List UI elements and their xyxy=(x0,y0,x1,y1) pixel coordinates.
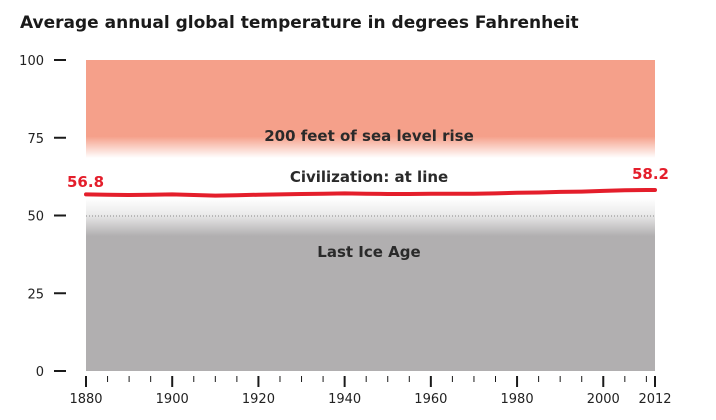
data-label-start: 56.8 xyxy=(67,173,104,191)
x-tick-label: 1940 xyxy=(328,392,361,407)
x-tick-label: 1900 xyxy=(156,392,189,407)
x-tick-label: 1880 xyxy=(69,392,102,407)
chart-title: Average annual global temperature in deg… xyxy=(20,13,579,33)
data-label-end: 58.2 xyxy=(632,165,669,183)
band-label-civilization: Civilization: at line xyxy=(290,168,448,186)
band-label-ice-age: Last Ice Age xyxy=(317,243,420,261)
band-sea-level-rise xyxy=(86,60,655,158)
y-tick-label: 100 xyxy=(19,54,44,69)
x-tick-label: 2012 xyxy=(638,392,671,407)
x-tick-label: 1960 xyxy=(414,392,447,407)
x-axis: 1880 1900 1920 1940 1960 1980 2000 2012 xyxy=(69,376,672,407)
background-bands xyxy=(86,60,655,371)
x-tick-label: 2000 xyxy=(587,392,620,407)
temperature-series-line xyxy=(84,188,657,198)
y-tick-label: 75 xyxy=(27,132,44,147)
y-tick-label: 50 xyxy=(27,210,44,225)
y-tick-label: 0 xyxy=(36,365,44,380)
x-tick-label: 1980 xyxy=(501,392,534,407)
x-tick-label: 1920 xyxy=(242,392,275,407)
y-axis: 0 25 50 75 100 xyxy=(19,54,66,380)
y-tick-label: 25 xyxy=(27,287,44,302)
band-ice-age xyxy=(86,198,655,371)
band-label-sea-level-rise: 200 feet of sea level rise xyxy=(264,127,474,145)
